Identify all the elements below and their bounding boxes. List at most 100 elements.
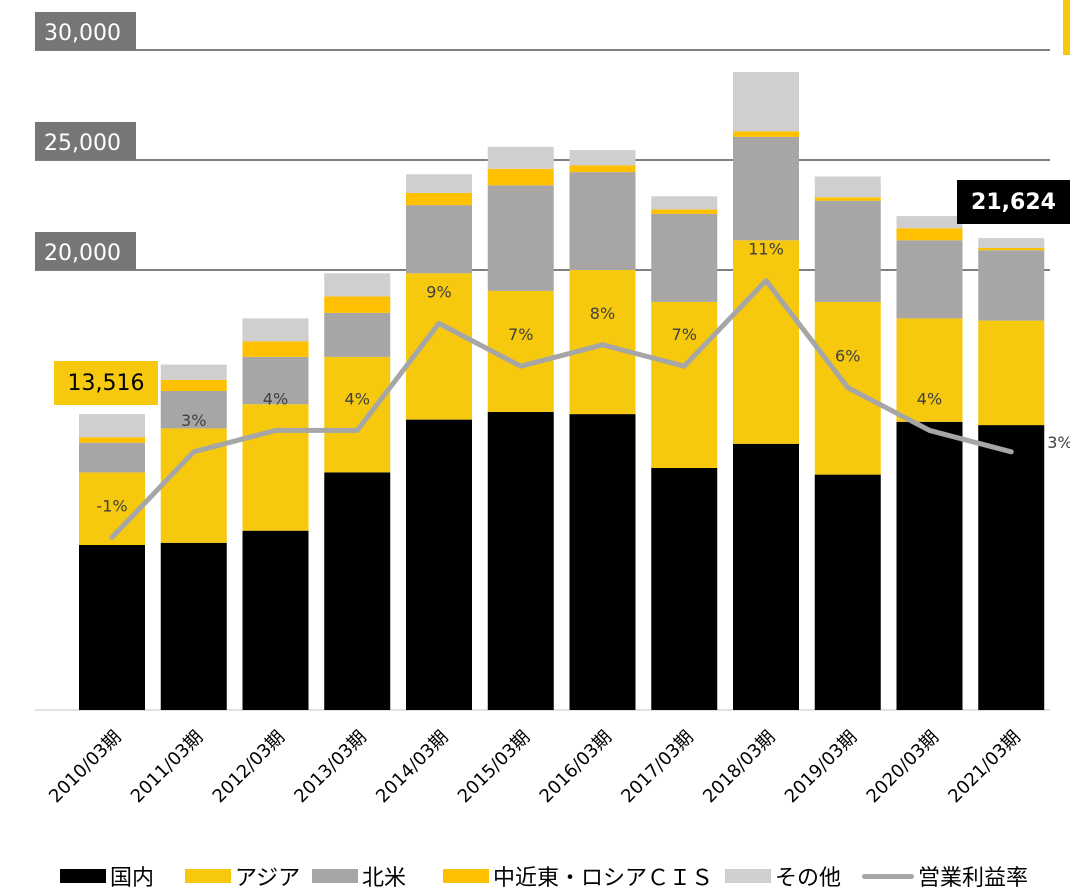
legend-label-other: その他 — [775, 866, 842, 891]
legend-line-operating-margin — [862, 873, 914, 879]
margin-line — [109, 278, 1014, 540]
bar-segment — [79, 472, 145, 545]
legend-item-asia: アジア — [185, 862, 301, 891]
bar-segment — [569, 150, 636, 166]
x-tick-label: 2017/03期 — [617, 727, 697, 807]
margin-label: 3% — [1047, 433, 1070, 452]
legend-label-operating-margin: 営業利益率 — [918, 866, 1029, 891]
margin-label: 7% — [508, 325, 533, 344]
bar-segment — [978, 238, 1045, 248]
bar-segment — [733, 240, 799, 444]
bar-segment — [896, 216, 963, 229]
bar-segment — [733, 72, 799, 132]
legend-label-asia: アジア — [235, 866, 301, 891]
first-total-callout: 13,516 — [54, 361, 158, 405]
bar-segment — [814, 176, 881, 198]
margin-label: 4% — [263, 389, 288, 408]
x-tick-label: 2021/03期 — [944, 727, 1024, 807]
bar-segment — [242, 318, 309, 342]
legend-item-operating-margin: 営業利益率 — [862, 862, 1029, 891]
bar-segment — [651, 468, 718, 710]
x-tick-label: 2013/03期 — [290, 727, 370, 807]
bar-segment — [406, 273, 472, 420]
bar-segment — [733, 136, 799, 241]
bar-segment — [651, 213, 718, 302]
x-tick-label: 2011/03期 — [127, 727, 207, 807]
x-tick-label: 2016/03期 — [536, 727, 616, 807]
y-tick-box — [35, 12, 136, 50]
bar-segment — [487, 146, 554, 169]
bar-segment — [569, 165, 636, 173]
bar-segment — [896, 240, 963, 319]
bar-segment — [160, 391, 227, 429]
bar-segment — [569, 172, 636, 270]
legend-item-north-america: 北米 — [312, 862, 407, 891]
bar-segment — [324, 273, 391, 297]
bar-segment — [487, 185, 554, 291]
legend-swatch-domestic — [60, 869, 106, 883]
legend-label-north-america: 北米 — [362, 866, 407, 891]
last-total-callout: 21,624 — [957, 180, 1070, 224]
bar-segment — [896, 228, 963, 241]
x-tick-label: 2010/03期 — [45, 727, 125, 807]
bar-segment — [160, 380, 227, 391]
bar-segment — [651, 196, 718, 210]
bar-segment — [896, 318, 963, 422]
bar-segment — [896, 421, 963, 710]
legend: 国内 アジア 北米 中近東・ロシアＣＩＳ その他 営業利益率 — [0, 862, 1070, 891]
bar-segment — [324, 296, 391, 313]
y-tick-label: 20,000 — [44, 241, 121, 266]
legend-label-domestic: 国内 — [110, 866, 155, 891]
bar-segment — [242, 530, 309, 710]
legend-swatch-middle-east-russia-cis — [443, 869, 489, 883]
x-tick-label: 2012/03期 — [209, 727, 289, 807]
bar-segment — [569, 270, 636, 415]
bar-segment — [406, 193, 472, 206]
bar-segment — [242, 341, 309, 357]
margin-label: 8% — [590, 304, 615, 323]
bar-segment — [324, 472, 391, 710]
x-tick-label: 2014/03期 — [372, 727, 452, 807]
chart-area: 30,000 25,000 20,000 2010/03期 2011/03期 2012/0… — [35, 12, 1070, 807]
x-tick-label: 2015/03期 — [454, 727, 534, 807]
bar-segment — [79, 414, 145, 438]
bar-segment — [406, 174, 472, 193]
x-tick-label: 2019/03期 — [781, 727, 861, 807]
bar-segment — [242, 356, 309, 405]
legend-item-other: その他 — [725, 862, 842, 891]
y-tick-box — [35, 122, 136, 160]
bar-segment — [814, 474, 881, 710]
margin-label: 4% — [345, 389, 370, 408]
bar-segment — [79, 545, 145, 710]
y-tick-box — [35, 232, 136, 270]
bar-segment — [733, 131, 799, 137]
bar-segment — [978, 320, 1045, 426]
margin-label: 11% — [748, 240, 784, 259]
y-tick-label: 25,000 — [44, 131, 121, 156]
bar-segment — [160, 364, 227, 380]
bar-segment — [733, 443, 799, 710]
y-tick-label: 30,000 — [44, 21, 121, 46]
bar-segment — [487, 411, 554, 710]
bar-segment — [814, 200, 881, 302]
bar-segment — [978, 248, 1045, 251]
legend-swatch-asia — [185, 869, 231, 883]
bar-segment — [79, 442, 145, 473]
bar-segment — [324, 356, 391, 473]
legend-swatch-other — [725, 869, 771, 883]
bar-segment — [651, 209, 718, 214]
bar-segment — [487, 168, 554, 186]
bar-segment — [160, 542, 227, 710]
legend-item-middle-east-russia-cis: 中近東・ロシアＣＩＳ — [443, 862, 713, 891]
margin-label: 3% — [181, 411, 206, 430]
bar-segment — [814, 197, 881, 201]
bar-segment — [569, 414, 636, 710]
bar-segment — [79, 437, 145, 443]
legend-swatch-north-america — [312, 869, 358, 883]
corner-accent — [1063, 0, 1070, 55]
margin-label: 6% — [835, 347, 860, 366]
legend-item-domestic: 国内 — [60, 862, 155, 891]
bar-segment — [324, 312, 391, 357]
bar-segment — [487, 290, 554, 412]
bar-segment — [242, 404, 309, 531]
